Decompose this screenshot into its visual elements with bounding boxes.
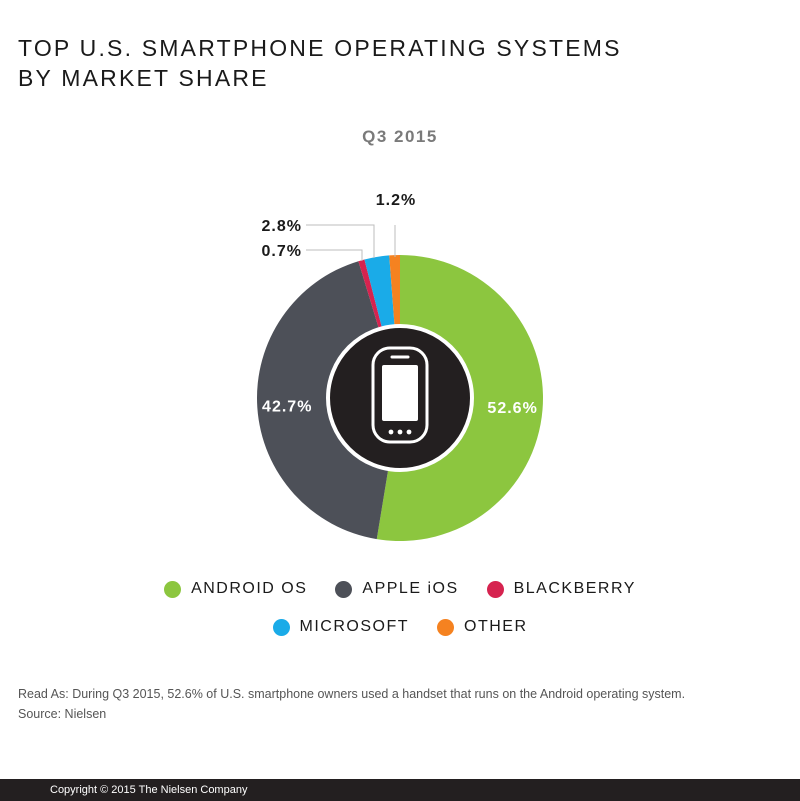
legend-row-1: ANDROID OS APPLE iOS BLACKBERRY — [0, 580, 800, 598]
legend-swatch-android — [164, 580, 182, 598]
leader-line-microsoft — [306, 224, 375, 258]
legend-swatch-other — [437, 618, 454, 636]
leader-lines — [306, 224, 396, 261]
legend-label-other: OTHER — [464, 618, 528, 635]
legend-swatch-ios — [335, 580, 353, 598]
legend-item-blackberry: BLACKBERRY — [486, 580, 636, 598]
donut-slice-3 — [364, 255, 396, 338]
legend-swatch-microsoft — [272, 618, 290, 636]
data-label-1: 42.7% — [262, 398, 312, 415]
donut-slice-4 — [389, 255, 400, 337]
legend-label-ios: APPLE iOS — [362, 580, 459, 597]
copyright-text: Copyright © 2015 The Nielsen Company — [50, 784, 248, 796]
legend-item-android: ANDROID OS — [164, 580, 307, 598]
chart-title-line1: TOP U.S. SMARTPHONE OPERATING SYSTEMS — [18, 35, 622, 61]
data-label-2: 0.7% — [262, 243, 302, 260]
copyright-footer: Copyright © 2015 The Nielsen Company — [0, 779, 800, 801]
legend-label-microsoft: MICROSOFT — [299, 618, 409, 635]
legend-item-other: OTHER — [437, 618, 528, 636]
donut-slice-1 — [257, 261, 390, 540]
data-label-3: 2.8% — [262, 218, 302, 235]
chart-title: TOP U.S. SMARTPHONE OPERATING SYSTEMS BY… — [18, 33, 718, 93]
chart-subtitle: Q3 2015 — [362, 127, 438, 146]
legend-item-microsoft: MICROSOFT — [272, 618, 410, 636]
footnote: Read As: During Q3 2015, 52.6% of U.S. s… — [18, 684, 685, 724]
legend-swatch-blackberry — [486, 580, 504, 598]
legend-item-ios: APPLE iOS — [335, 580, 458, 598]
legend-label-android: ANDROID OS — [191, 580, 308, 597]
donut-slice-2 — [358, 259, 385, 339]
smartphone-icon — [371, 346, 429, 444]
legend-row-2: MICROSOFT OTHER — [0, 618, 800, 636]
data-labels: 52.6% 42.7% 0.7% 2.8% 1.2% — [262, 192, 537, 417]
source-note: Source: Nielsen — [18, 707, 107, 721]
data-label-4: 1.2% — [376, 192, 416, 209]
leader-line-blackberry — [306, 249, 363, 261]
read-as-note: Read As: During Q3 2015, 52.6% of U.S. s… — [18, 687, 686, 701]
chart-title-line2: BY MARKET SHARE — [18, 65, 269, 91]
legend-label-blackberry: BLACKBERRY — [513, 580, 636, 597]
data-label-0: 52.6% — [487, 400, 537, 417]
